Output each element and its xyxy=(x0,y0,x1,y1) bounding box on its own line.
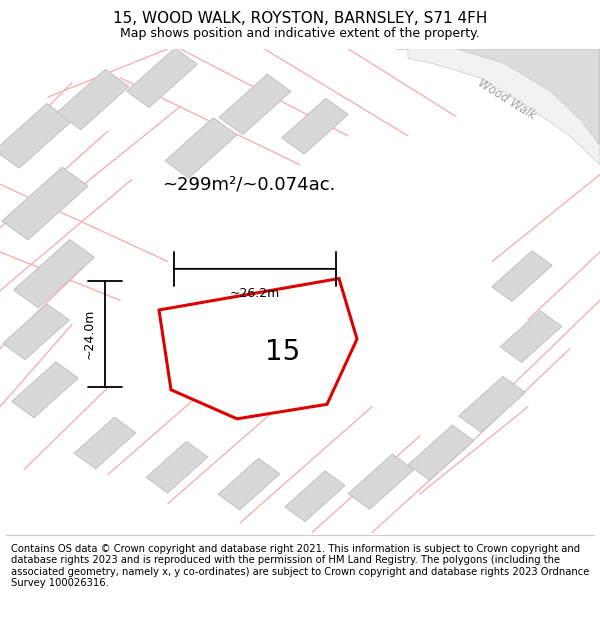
Polygon shape xyxy=(3,304,69,359)
Polygon shape xyxy=(74,418,136,469)
Text: ~24.0m: ~24.0m xyxy=(83,309,96,359)
Text: ~299m²/~0.074ac.: ~299m²/~0.074ac. xyxy=(162,175,335,193)
Text: 15, WOOD WALK, ROYSTON, BARNSLEY, S71 4FH: 15, WOOD WALK, ROYSTON, BARNSLEY, S71 4F… xyxy=(113,11,487,26)
Polygon shape xyxy=(459,376,525,432)
Polygon shape xyxy=(218,458,280,510)
Polygon shape xyxy=(219,74,291,134)
Polygon shape xyxy=(408,425,474,480)
Polygon shape xyxy=(285,471,345,521)
Polygon shape xyxy=(159,279,357,419)
Polygon shape xyxy=(12,362,78,418)
Polygon shape xyxy=(2,168,88,240)
Polygon shape xyxy=(127,48,197,108)
Text: ~26.2m: ~26.2m xyxy=(230,288,280,300)
Polygon shape xyxy=(282,98,348,154)
Polygon shape xyxy=(492,251,552,301)
Text: Map shows position and indicative extent of the property.: Map shows position and indicative extent… xyxy=(120,27,480,40)
Polygon shape xyxy=(165,118,237,178)
Polygon shape xyxy=(0,104,71,168)
Polygon shape xyxy=(146,441,208,493)
Text: Contains OS data © Crown copyright and database right 2021. This information is : Contains OS data © Crown copyright and d… xyxy=(11,544,589,588)
Polygon shape xyxy=(57,69,129,130)
Text: Wood Walk: Wood Walk xyxy=(476,77,538,122)
Polygon shape xyxy=(500,311,562,362)
Polygon shape xyxy=(408,49,600,165)
Text: 15: 15 xyxy=(265,338,301,366)
Polygon shape xyxy=(14,239,94,308)
Polygon shape xyxy=(348,454,414,509)
Polygon shape xyxy=(396,49,600,146)
